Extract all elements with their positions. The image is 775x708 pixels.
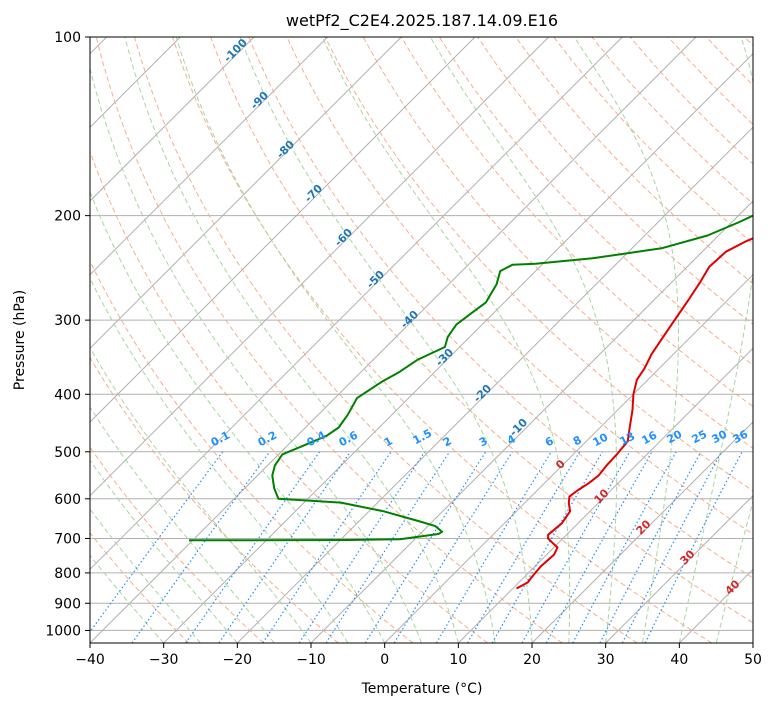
y-tick-label: 600 [54,492,81,508]
dry-adiabat-line [324,37,753,492]
dry-adiabat-line [286,37,753,535]
moist-adiabat-line [90,190,386,643]
moist-adiabat-line [124,37,459,643]
dry-adiabat-line [248,37,753,579]
x-tick-label: 20 [523,652,541,668]
dry-adiabat-line [90,446,264,643]
moist-adiabat-line [175,37,496,643]
x-tick-label: 50 [744,652,762,668]
dry-adiabat-line [438,37,753,366]
dewpoint-profile [189,214,753,542]
isotherm-line [531,421,753,643]
mixing-ratio-line [644,451,743,643]
mixing-ratio-label: 16 [640,428,660,447]
mixing-ratio-label: 13 [618,430,638,449]
y-tick-label: 300 [54,313,81,329]
mixing-ratio-line [325,451,451,643]
mixing-ratio-line [298,451,426,643]
isotherm-line [90,37,623,571]
isotherm-line [90,37,329,276]
y-tick-label: 1000 [45,623,81,639]
isotherm-line [236,126,753,643]
mixing-ratio-line [599,451,702,643]
moist-adiabat-line [90,459,238,643]
moist-adiabat-line [321,37,571,643]
isotherm-line [384,273,753,643]
dry-adiabat-line [172,37,712,643]
mixing-ratio-label: 10 [591,430,611,449]
x-tick-label: 40 [670,652,688,668]
y-tick-label: 700 [54,532,81,548]
mixing-ratio-line [90,451,224,633]
mixing-ratio-line [131,451,271,643]
dry-adiabat-line [95,37,563,643]
moist-adiabat-line [239,37,533,643]
isotherm-line [163,52,753,643]
y-tick-label: 500 [54,445,81,461]
dry-adiabat-line [210,37,753,624]
mixing-ratio-label: 36 [731,427,751,446]
dry-adiabat-line [362,37,753,450]
dry-adiabat-line [400,37,753,408]
x-tick-label: 30 [597,652,615,668]
dry-adiabat-line [90,259,414,643]
mixing-ratio-label: 20 [665,427,685,446]
y-tick-label: 800 [54,566,81,582]
mixing-ratio-line [521,451,631,643]
x-tick-label: −10 [296,652,326,668]
moist-adiabat-line [678,37,753,643]
x-tick-label: 10 [449,652,467,668]
plot-area [90,37,753,643]
isotherm-line [90,37,697,643]
y-axis-label: Pressure (hPa) [12,290,28,390]
isotherm-line [90,37,402,350]
dry-adiabat-line [515,37,753,285]
plot-frame [89,36,754,644]
axes: −40 −30 −20 −10 0 10 20 30 40 50 100 200 300 400 500 60… [45,30,762,668]
temperature-profile [516,237,753,590]
chart-title: wetPf2_C2E4.2025.187.14.09.E16 [286,11,558,31]
mixing-ratio-label: 25 [690,428,710,447]
x-tick-label: 0 [380,652,389,668]
x-tick-label: −20 [223,652,253,668]
moist-adiabat-line [429,37,618,643]
moist-adiabat-line [90,346,312,643]
moist-adiabat-line [90,406,275,643]
x-axis-label: Temperature (°C) [361,681,483,697]
isotherm-line [605,494,753,643]
mixing-ratio-line [545,451,653,643]
mixing-ratio-line [435,451,552,643]
moist-adiabat-line [573,37,679,643]
isotherm-line [90,37,255,202]
mixing-ratio-label: 30 [710,427,730,446]
mixing-ratio-line [185,451,321,643]
isotherm-line [90,37,550,497]
isotherm-line [90,37,476,423]
y-tick-label: 900 [54,596,81,612]
mixing-ratio-line [262,451,392,643]
dry-adiabat-line [90,532,190,643]
dry-adiabat-line [133,37,638,643]
dry-adiabat-line [90,356,339,643]
x-tick-label: −40 [75,652,105,668]
moist-adiabat-line [715,499,753,643]
moist-adiabat-line [90,277,349,643]
y-tick-label: 200 [54,209,81,225]
dry-adiabat-line [90,150,488,643]
y-tick-label: 400 [54,387,81,403]
x-tick-label: −30 [149,652,179,668]
mixing-ratio-line [364,451,487,643]
isotherm-line [457,347,753,643]
mixing-ratio-line [218,451,351,643]
mixing-ratio-line [572,451,677,643]
y-tick-label: 100 [54,30,81,46]
